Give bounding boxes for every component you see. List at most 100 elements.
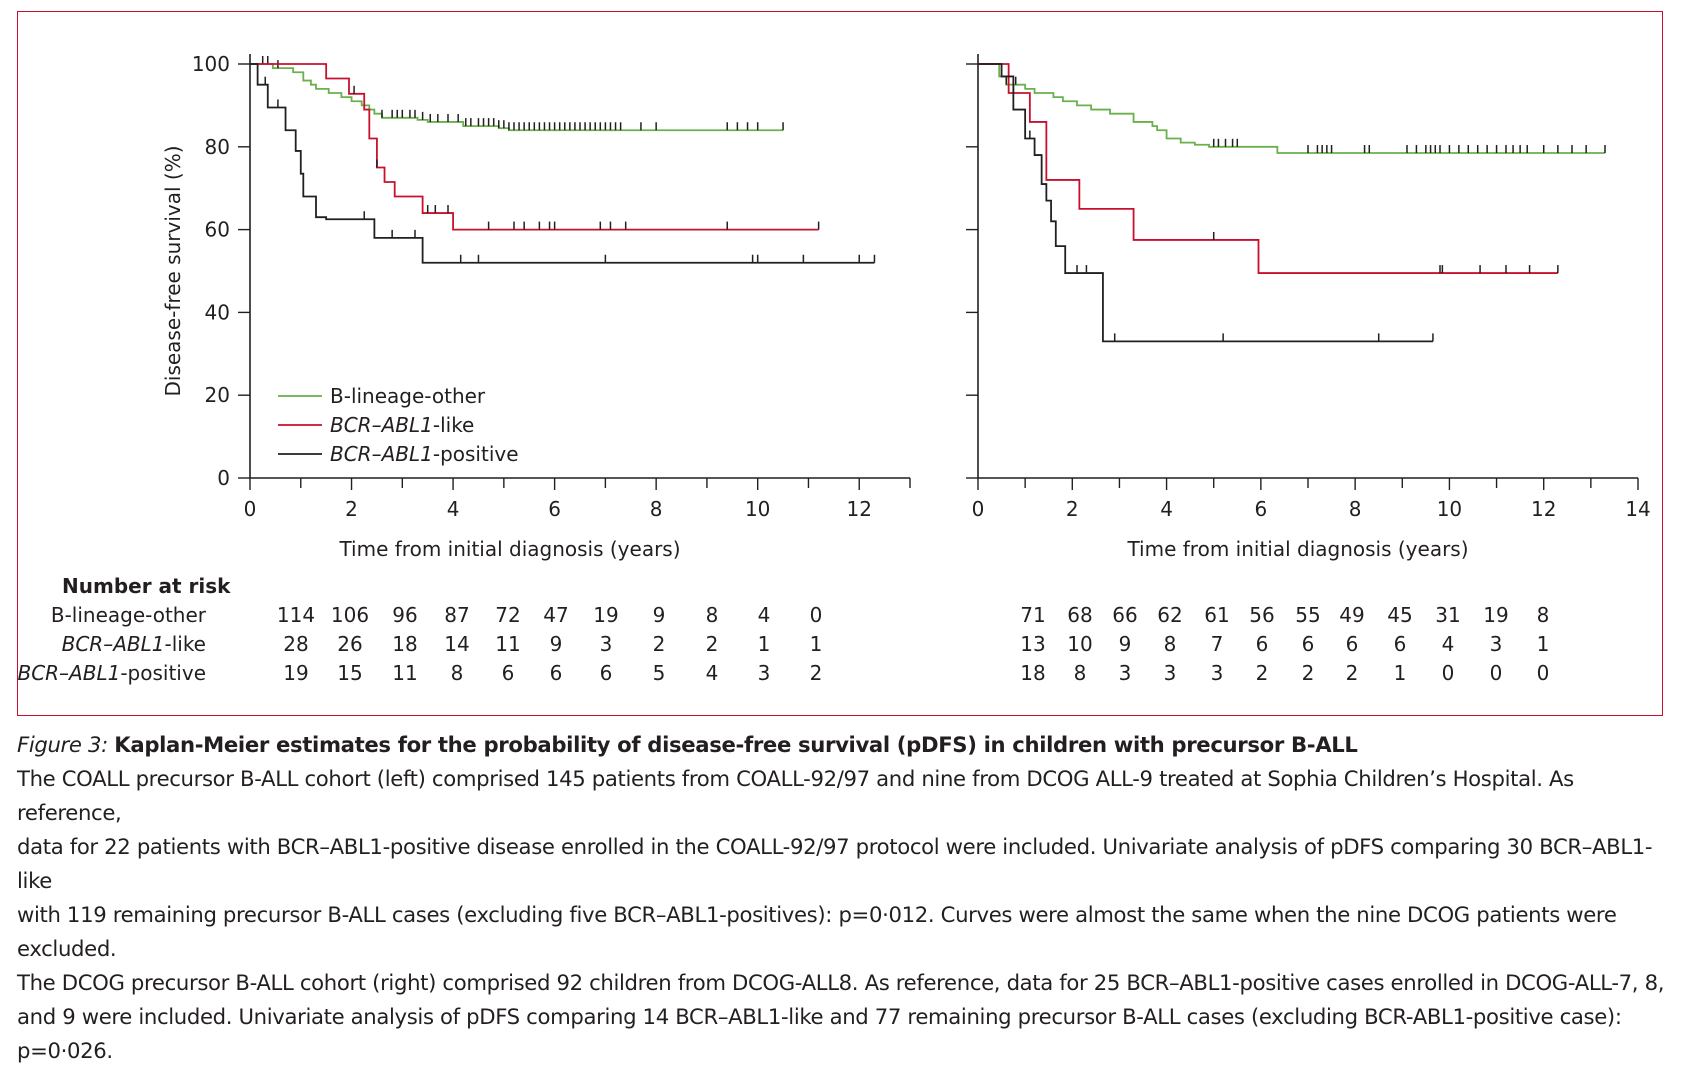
risk-count: 6 <box>502 661 515 685</box>
figure-frame <box>17 11 1663 716</box>
risk-count: 2 <box>1256 661 1269 685</box>
risk-count: 3 <box>1164 661 1177 685</box>
risk-count: 1 <box>758 632 771 656</box>
risk-count: 0 <box>1442 661 1455 685</box>
x-tick-label: 10 <box>1437 497 1462 521</box>
risk-count: 19 <box>593 603 618 627</box>
risk-count: 28 <box>283 632 308 656</box>
risk-count: 45 <box>1387 603 1412 627</box>
risk-count: 61 <box>1204 603 1229 627</box>
x-tick-label: 0 <box>972 497 985 521</box>
risk-row-label: BCR–ABL1-positive <box>17 661 206 685</box>
x-tick-label: 2 <box>345 497 358 521</box>
x-tick-label: 6 <box>1254 497 1267 521</box>
x-tick-label: 12 <box>1531 497 1556 521</box>
risk-count: 9 <box>1119 632 1132 656</box>
km-curve <box>978 63 1605 154</box>
risk-count: 2 <box>706 632 719 656</box>
x-tick-label: 4 <box>1160 497 1173 521</box>
risk-count: 19 <box>1483 603 1508 627</box>
risk-count: 4 <box>706 661 719 685</box>
risk-count: 2 <box>810 661 823 685</box>
risk-count: 62 <box>1157 603 1182 627</box>
y-tick-label: 60 <box>205 218 230 242</box>
risk-count: 55 <box>1295 603 1320 627</box>
y-tick-label: 100 <box>192 52 230 76</box>
risk-row-label: B-lineage-other <box>51 603 207 627</box>
risk-count: 19 <box>283 661 308 685</box>
figure-caption: Figure 3: Kaplan-Meier estimates for the… <box>17 728 1667 1068</box>
x-tick-label: 12 <box>847 497 872 521</box>
risk-count: 3 <box>758 661 771 685</box>
x-tick-label: 8 <box>1349 497 1362 521</box>
risk-count: 1 <box>810 632 823 656</box>
risk-count: 9 <box>550 632 563 656</box>
km-curve <box>250 63 819 231</box>
x-tick-label: 2 <box>1066 497 1079 521</box>
legend-label: B-lineage-other <box>330 384 486 408</box>
risk-count: 13 <box>1020 632 1045 656</box>
risk-count: 2 <box>1302 661 1315 685</box>
risk-count: 4 <box>758 603 771 627</box>
risk-count: 15 <box>337 661 362 685</box>
risk-count: 6 <box>1256 632 1269 656</box>
x-axis-label: Time from initial diagnosis (years) <box>1126 537 1468 561</box>
x-tick-label: 4 <box>447 497 460 521</box>
risk-count: 72 <box>495 603 520 627</box>
risk-count: 4 <box>1442 632 1455 656</box>
km-curve <box>250 63 784 132</box>
y-tick-label: 0 <box>217 466 230 490</box>
x-axis-label: Time from initial diagnosis (years) <box>338 537 680 561</box>
risk-count: 3 <box>1490 632 1503 656</box>
risk-count: 18 <box>1020 661 1045 685</box>
risk-count: 0 <box>1490 661 1503 685</box>
x-tick-label: 10 <box>745 497 770 521</box>
caption-line-5: and 9 were included. Univariate analysis… <box>17 1004 1622 1063</box>
caption-line-3: with 119 remaining precursor B-ALL cases… <box>17 902 1617 961</box>
y-tick-label: 20 <box>205 383 230 407</box>
caption-line-2: data for 22 patients with BCR–ABL1-posit… <box>17 834 1653 893</box>
risk-count: 3 <box>1211 661 1224 685</box>
risk-count: 6 <box>1394 632 1407 656</box>
risk-count: 8 <box>1074 661 1087 685</box>
risk-count: 68 <box>1067 603 1092 627</box>
risk-count: 2 <box>1346 661 1359 685</box>
risk-count: 56 <box>1249 603 1274 627</box>
risk-count: 11 <box>495 632 520 656</box>
risk-count: 6 <box>1346 632 1359 656</box>
risk-count: 96 <box>392 603 417 627</box>
risk-count: 3 <box>1119 661 1132 685</box>
risk-count: 2 <box>653 632 666 656</box>
y-tick-label: 80 <box>205 135 230 159</box>
y-tick-label: 40 <box>205 300 230 324</box>
km-curve <box>250 63 875 264</box>
legend-label: BCR–ABL1-positive <box>330 442 519 466</box>
risk-count: 106 <box>331 603 369 627</box>
risk-count: 114 <box>277 603 315 627</box>
risk-count: 3 <box>600 632 613 656</box>
risk-count: 47 <box>543 603 568 627</box>
risk-table-title: Number at risk <box>62 574 231 598</box>
caption-figure-label: Figure 3: <box>17 732 108 757</box>
caption-line-1: The COALL precursor B-ALL cohort (left) … <box>17 766 1574 825</box>
legend-label: BCR–ABL1-like <box>330 413 474 437</box>
x-tick-label: 8 <box>650 497 663 521</box>
risk-count: 11 <box>392 661 417 685</box>
x-tick-label: 0 <box>244 497 257 521</box>
km-curve <box>978 63 1433 343</box>
risk-count: 6 <box>550 661 563 685</box>
risk-count: 5 <box>653 661 666 685</box>
y-axis-label: Disease-free survival (%) <box>161 146 185 397</box>
risk-row-label: BCR–ABL1-like <box>62 632 206 656</box>
risk-count: 8 <box>451 661 464 685</box>
risk-count: 0 <box>810 603 823 627</box>
risk-count: 8 <box>1537 603 1550 627</box>
risk-count: 10 <box>1067 632 1092 656</box>
risk-count: 18 <box>392 632 417 656</box>
x-tick-label: 14 <box>1625 497 1650 521</box>
risk-count: 6 <box>1302 632 1315 656</box>
risk-count: 87 <box>444 603 469 627</box>
risk-count: 6 <box>600 661 613 685</box>
risk-count: 1 <box>1394 661 1407 685</box>
